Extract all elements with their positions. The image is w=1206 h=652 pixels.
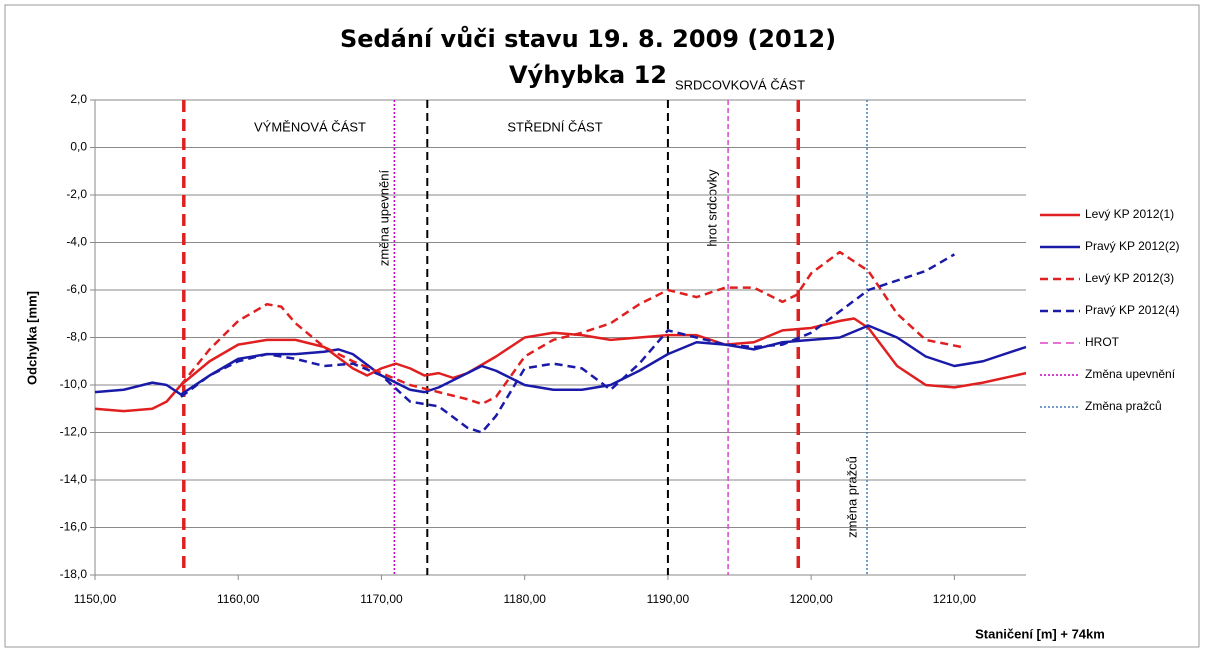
data-line xyxy=(94,324,1027,396)
y-tick-label: -16,0 xyxy=(60,520,88,534)
x-tick-label: 1170,00 xyxy=(360,592,403,606)
x-tick-label: 1180,00 xyxy=(503,592,546,606)
y-tick-label: -2,0 xyxy=(66,187,87,201)
x-tick-label: 1190,00 xyxy=(647,592,690,606)
annotation: změna pražců xyxy=(844,456,859,538)
x-tick-label: 1200,00 xyxy=(789,592,833,606)
y-tick-label: -10,0 xyxy=(60,377,88,391)
data-line xyxy=(180,253,956,434)
legend-label: Změna upevnění xyxy=(1085,367,1176,381)
chart-title: Sedání vůči stavu 19. 8. 2009 (2012) xyxy=(340,25,836,53)
x-tick-label: 1150,00 xyxy=(74,592,117,606)
annotation: hrot srdcovky xyxy=(704,169,719,247)
legend-label: Pravý KP 2012(2) xyxy=(1085,239,1180,253)
legend-label: HROT xyxy=(1085,335,1120,349)
x-tick-label: 1210,00 xyxy=(933,592,977,606)
legend-label: Levý KP 2012(3) xyxy=(1085,271,1174,285)
legend-label: Levý KP 2012(1) xyxy=(1085,207,1174,221)
y-tick-label: -14,0 xyxy=(60,472,88,486)
annotation: VÝMĚNOVÁ ČÁST xyxy=(254,119,366,134)
y-tick-label: -4,0 xyxy=(66,235,87,249)
x-tick-label: 1160,00 xyxy=(217,592,260,606)
y-tick-label: -12,0 xyxy=(60,425,88,439)
annotation: SRDCOVKOVÁ ČÁST xyxy=(675,77,805,92)
data-line xyxy=(179,250,962,406)
x-axis-label: Staničení [m] + 74km xyxy=(975,626,1105,641)
data-line xyxy=(94,317,1027,413)
chart-subtitle: Výhybka 12 xyxy=(509,61,667,89)
y-axis-label: Odchylka [mm] xyxy=(24,291,39,385)
y-tick-label: 0,0 xyxy=(70,140,87,154)
y-tick-label: -8,0 xyxy=(66,330,87,344)
y-tick-label: 2,0 xyxy=(70,92,87,106)
y-tick-label: -18,0 xyxy=(60,567,88,581)
legend-label: Pravý KP 2012(4) xyxy=(1085,303,1180,317)
legend-label: Změna pražců xyxy=(1085,399,1162,413)
y-tick-label: -6,0 xyxy=(66,282,87,296)
annotation: STŘEDNÍ ČÁST xyxy=(507,119,602,134)
annotation: změna upevnění xyxy=(376,170,391,267)
